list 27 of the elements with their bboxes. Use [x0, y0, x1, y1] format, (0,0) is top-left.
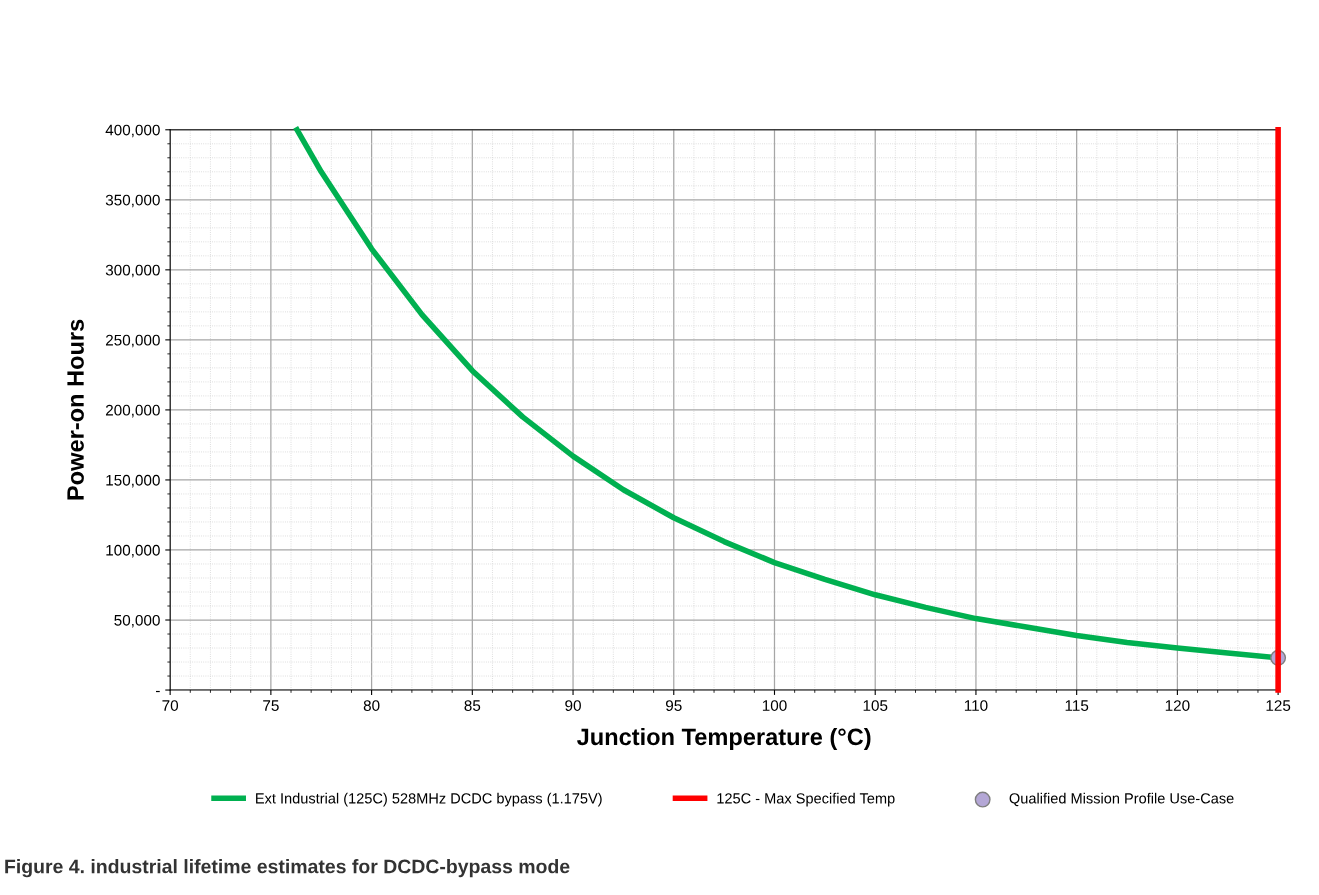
x-tick-label: 105	[863, 700, 888, 711]
legend-label: Ext Industrial (125C) 528MHz DCDC bypass (1.175V)	[256, 792, 602, 807]
x-tick-label: 110	[964, 700, 988, 711]
x-tick-label: 80	[363, 700, 380, 711]
legend-label: 125C - Max Specified Temp	[717, 792, 895, 807]
y-tick-label: 350,000	[105, 194, 160, 208]
y-axis-title: Power-on Hours	[67, 319, 84, 500]
y-tick-label: -	[156, 690, 160, 693]
x-tick-label: 70	[162, 700, 179, 711]
y-tick-label: 250,000	[105, 334, 160, 348]
x-tick-label: 90	[565, 700, 581, 711]
y-tick-label: 50,000	[114, 614, 160, 628]
y-tick-label: 100,000	[106, 544, 160, 558]
caption: Figure 4. industrial lifetime estimates for DCDC-bypass mode	[5, 859, 570, 878]
x-tick-label: 100	[762, 700, 787, 711]
y-tick-label: 200,000	[105, 404, 160, 418]
x-axis-title: Junction Temperature (°C)	[577, 727, 871, 750]
y-tick-label: 300,000	[105, 264, 160, 278]
x-tick-label: 125	[1266, 700, 1291, 711]
x-tick-label: 95	[665, 700, 682, 711]
y-tick-label: 400,000	[105, 124, 160, 138]
x-tick-label: 115	[1065, 700, 1089, 711]
x-tick-label: 120	[1165, 700, 1190, 711]
legend-label: Qualified Mission Profile Use-Case	[1009, 792, 1234, 807]
x-tick-label: 75	[263, 700, 279, 711]
y-tick-label: 150,000	[106, 474, 160, 488]
x-tick-label: 85	[464, 700, 481, 711]
